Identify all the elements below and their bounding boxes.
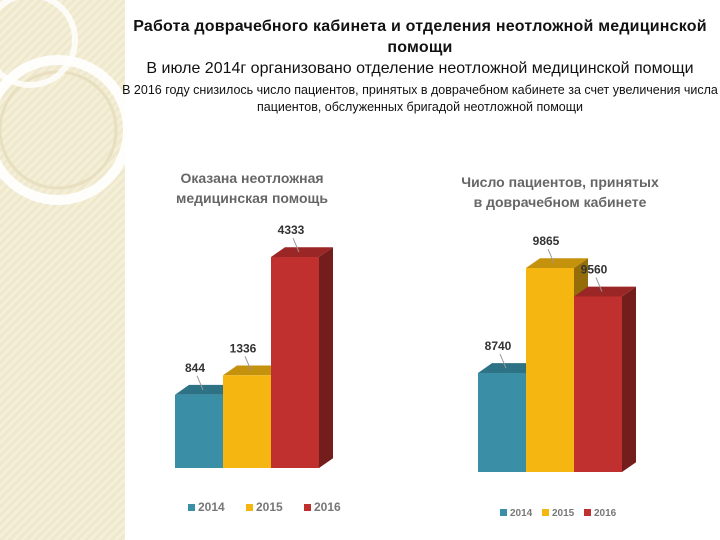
- chart-title-line: медицинская помощь: [176, 190, 328, 206]
- bar-top-2014: [478, 363, 540, 373]
- data-label-leader: [499, 353, 507, 369]
- data-label-2014: 844: [185, 361, 205, 375]
- decorative-side-panel: [0, 0, 125, 540]
- bar-side-2016: [622, 286, 636, 472]
- chart-title-line: в доврачебном кабинете: [474, 194, 647, 210]
- bar-2015: [223, 375, 271, 468]
- chart-emergency-care: Оказана неотложная медицинская помощь 844 1…: [160, 160, 370, 530]
- bar-2014: [175, 394, 223, 468]
- legend-label-2014: 2014: [510, 508, 533, 519]
- data-label-leader: [196, 375, 204, 390]
- data-label-leader: [244, 356, 252, 371]
- legend-swatch-2015: [542, 509, 549, 516]
- chart-prevrach-patients-svg: Число пациентов, принятых в доврачебном к…: [461, 174, 659, 519]
- chart-prevrach-patients: Число пациентов, принятых в доврачебном к…: [440, 165, 690, 530]
- page-subtitle: В июле 2014г организовано отделение неот…: [146, 60, 694, 77]
- data-label-leader: [595, 277, 603, 292]
- header: Работа доврачебного кабинета и отделения…: [120, 16, 720, 116]
- data-label-2015: 9865: [533, 234, 560, 248]
- legend-swatch-2016: [304, 504, 311, 511]
- bar-top-2015: [223, 365, 285, 376]
- data-label-2016: 9560: [581, 263, 608, 277]
- legend-label-2015: 2015: [552, 508, 575, 519]
- legend-swatch-2014: [188, 504, 195, 511]
- data-label-leader: [292, 237, 300, 253]
- legend-label-2014: 2014: [198, 500, 225, 514]
- bar-top-2016: [271, 247, 333, 257]
- bar-2014: [478, 372, 526, 472]
- chart-title-line: Число пациентов, принятых: [461, 174, 659, 190]
- page-note: В 2016 году снизилось число пациентов, п…: [122, 83, 718, 114]
- page-title: Работа доврачебного кабинета и отделения…: [133, 18, 707, 56]
- data-label-2015: 1336: [230, 341, 257, 355]
- decorative-rings: [0, 0, 125, 205]
- chart-1-content: Число пациентов, принятых в доврачебном к…: [461, 174, 659, 519]
- bar-side-2016: [319, 247, 333, 468]
- bar-top-2015: [526, 258, 588, 268]
- chart-emergency-care-svg: Оказана неотложная медицинская помощь 844 1…: [175, 170, 341, 514]
- bar-2016: [574, 296, 622, 472]
- legend-swatch-2015: [246, 504, 253, 511]
- legend-swatch-2016: [584, 509, 591, 516]
- bar-top-2016: [574, 286, 636, 297]
- legend-label-2015: 2015: [256, 500, 283, 514]
- legend-label-2016: 2016: [314, 500, 341, 514]
- bar-2016: [271, 257, 319, 468]
- legend-swatch-2014: [500, 509, 507, 516]
- data-label-2014: 8740: [485, 339, 512, 353]
- chart-0-content: Оказана неотложная медицинская помощь 844 1…: [175, 170, 341, 514]
- data-label-2016: 4333: [278, 223, 305, 237]
- data-label-leader: [547, 248, 555, 264]
- chart-title-line: Оказана неотложная: [180, 170, 323, 186]
- bar-top-2014: [175, 384, 237, 395]
- legend-label-2016: 2016: [594, 508, 617, 519]
- bar-2015: [526, 268, 574, 472]
